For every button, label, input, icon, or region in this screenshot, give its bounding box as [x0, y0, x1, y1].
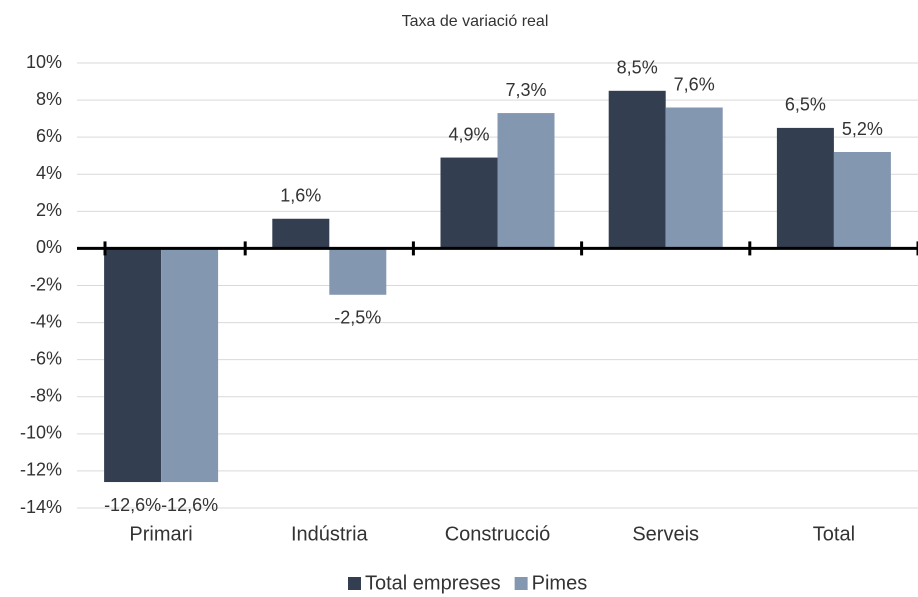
bar — [329, 248, 387, 295]
bar — [104, 248, 162, 483]
legend-label: Pimes — [532, 572, 588, 594]
y-tick-label: 0% — [36, 237, 62, 257]
y-tick-label: -12% — [20, 460, 62, 480]
value-label: 7,3% — [505, 80, 546, 100]
y-tick-label: 8% — [36, 89, 62, 109]
x-tick-label: Construcció — [445, 523, 551, 545]
bar — [440, 157, 498, 249]
bar — [833, 152, 891, 249]
bar — [497, 113, 555, 249]
x-tick-label: Indústria — [291, 523, 369, 545]
value-label: 7,6% — [674, 74, 715, 94]
x-tick-label: Primari — [129, 523, 192, 545]
value-label: 8,5% — [617, 58, 658, 78]
legend-swatch — [514, 577, 528, 590]
bar — [272, 218, 330, 249]
value-label: -12,6% — [161, 495, 218, 515]
chart-subtitle: Taxa de variació real — [402, 13, 549, 30]
y-tick-label: -4% — [30, 311, 62, 331]
legend-label: Total empreses — [365, 572, 501, 594]
bar — [608, 90, 666, 249]
bar — [665, 107, 723, 249]
bar — [161, 248, 219, 483]
y-tick-label: -6% — [30, 348, 62, 368]
y-tick-label: 4% — [36, 163, 62, 183]
value-label: 5,2% — [842, 119, 883, 139]
bar — [776, 127, 834, 249]
x-tick-label: Serveis — [632, 523, 699, 545]
value-label: -12,6% — [104, 495, 161, 515]
y-tick-label: 6% — [36, 126, 62, 146]
legend-swatch — [348, 577, 361, 590]
y-tick-label: -14% — [20, 497, 62, 517]
x-tick-label: Total — [813, 523, 855, 545]
y-tick-label: 2% — [36, 200, 62, 220]
value-label: 1,6% — [280, 186, 321, 206]
value-label: -2,5% — [334, 308, 381, 328]
y-tick-label: 10% — [26, 52, 62, 72]
y-tick-label: -8% — [30, 386, 62, 406]
value-label: 6,5% — [785, 95, 826, 115]
value-label: 4,9% — [448, 124, 489, 144]
y-tick-label: -2% — [30, 274, 62, 294]
y-tick-label: -10% — [20, 423, 62, 443]
